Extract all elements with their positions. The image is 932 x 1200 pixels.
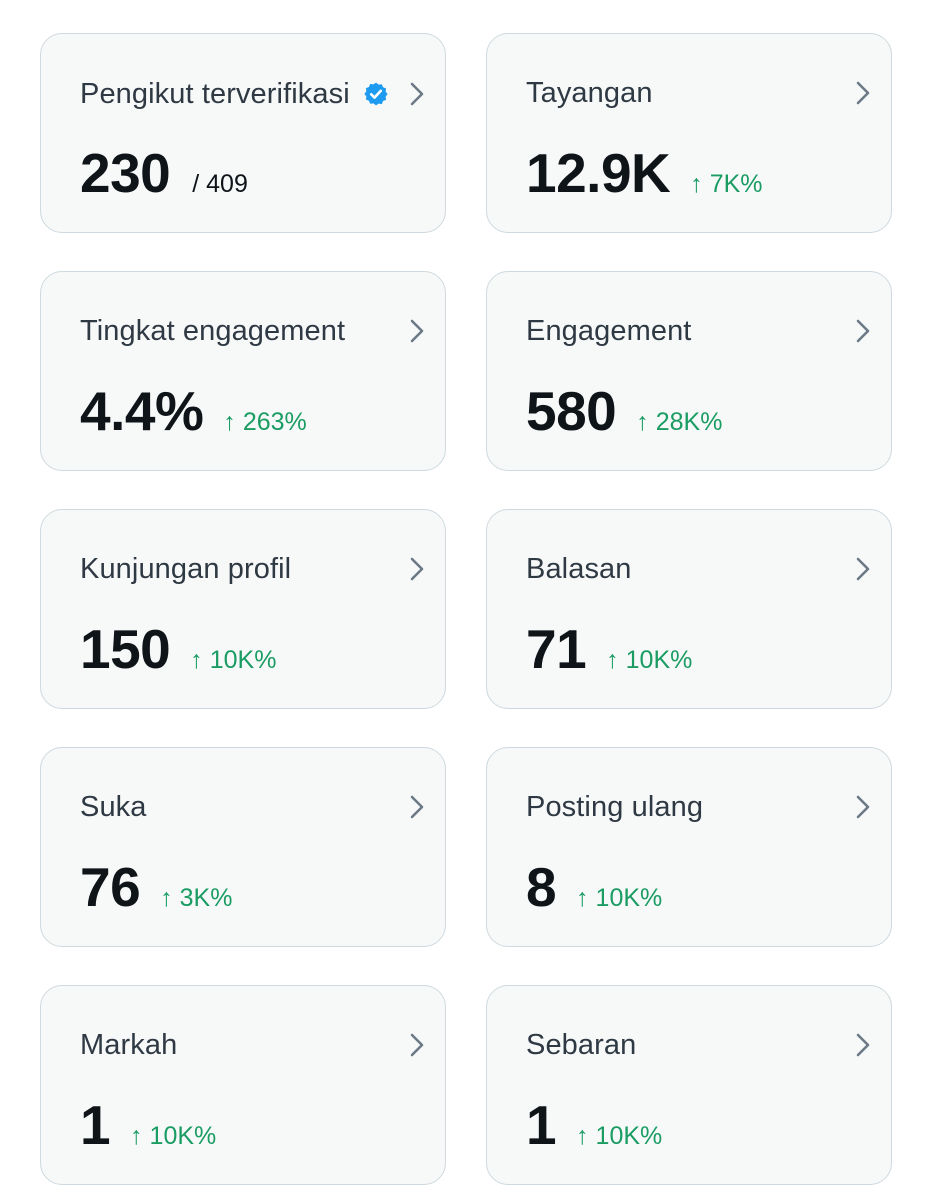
chevron-right-icon[interactable] (409, 556, 425, 582)
metric-title: Posting ulang (526, 791, 704, 823)
metric-card-likes[interactable]: Suka 76 ↑ 3K% (40, 747, 446, 947)
chevron-right-icon[interactable] (855, 794, 871, 820)
metric-delta: ↑ 10K% (576, 1122, 663, 1150)
metric-title: Pengikut terverifikasi (80, 78, 350, 110)
metric-card-replies[interactable]: Balasan 71 ↑ 10K% (486, 509, 892, 709)
metric-card-profile-visits[interactable]: Kunjungan profil 150 ↑ 10K% (40, 509, 446, 709)
chevron-right-icon[interactable] (855, 318, 871, 344)
metric-delta: ↑ 28K% (636, 408, 723, 436)
card-header: Engagement (526, 272, 873, 390)
metric-card-impressions[interactable]: Tayangan 12.9K ↑ 7K% (486, 33, 892, 233)
card-header: Suka (80, 748, 427, 866)
card-header: Tayangan (526, 34, 873, 152)
metric-value-row: 71 ↑ 10K% (526, 617, 692, 681)
metric-delta: ↑ 3K% (160, 884, 233, 912)
metric-value-row: 1 ↑ 10K% (80, 1093, 216, 1157)
chevron-right-icon[interactable] (855, 1032, 871, 1058)
metric-delta: ↑ 10K% (606, 646, 693, 674)
chevron-right-icon[interactable] (409, 318, 425, 344)
metric-title: Markah (80, 1029, 178, 1061)
metric-value: 8 (526, 856, 557, 918)
metric-card-engagement-rate[interactable]: Tingkat engagement 4.4% ↑ 263% (40, 271, 446, 471)
chevron-right-icon[interactable] (855, 556, 871, 582)
metric-value: 4.4% (80, 380, 204, 442)
metric-title: Sebaran (526, 1029, 637, 1061)
card-header: Kunjungan profil (80, 510, 427, 628)
metric-value-row: 8 ↑ 10K% (526, 855, 662, 919)
metric-delta: ↑ 10K% (576, 884, 663, 912)
metric-title: Tingkat engagement (80, 315, 346, 347)
metric-value: 76 (80, 856, 141, 918)
metric-card-verified-followers[interactable]: Pengikut terverifikasi 230 / 409 (40, 33, 446, 233)
metric-card-bookmarks[interactable]: Markah 1 ↑ 10K% (40, 985, 446, 1185)
metric-total: / 409 (192, 170, 248, 198)
card-header: Sebaran (526, 986, 873, 1104)
metric-value: 1 (80, 1094, 111, 1156)
metric-value-row: 4.4% ↑ 263% (80, 379, 307, 443)
metric-value: 1 (526, 1094, 557, 1156)
verified-badge-icon (364, 82, 388, 106)
card-header: Markah (80, 986, 427, 1104)
card-header: Pengikut terverifikasi (80, 34, 427, 154)
chevron-right-icon[interactable] (409, 1032, 425, 1058)
metric-delta: ↑ 7K% (690, 170, 763, 198)
card-header: Balasan (526, 510, 873, 628)
metric-value: 71 (526, 618, 587, 680)
metric-title: Balasan (526, 553, 632, 585)
metric-delta: ↑ 10K% (190, 646, 277, 674)
metric-value-row: 150 ↑ 10K% (80, 617, 276, 681)
metric-title: Kunjungan profil (80, 553, 292, 585)
metric-value-row: 12.9K ↑ 7K% (526, 141, 763, 205)
metric-title: Engagement (526, 315, 692, 347)
metric-card-engagements[interactable]: Engagement 580 ↑ 28K% (486, 271, 892, 471)
metric-title: Suka (80, 791, 147, 823)
card-header: Tingkat engagement (80, 272, 427, 390)
metric-value: 230 (80, 142, 171, 204)
metric-delta: ↑ 10K% (130, 1122, 217, 1150)
metric-value: 150 (80, 618, 171, 680)
metric-title: Tayangan (526, 77, 653, 109)
metric-value-row: 76 ↑ 3K% (80, 855, 232, 919)
chevron-right-icon[interactable] (409, 794, 425, 820)
metric-value: 580 (526, 380, 617, 442)
card-header: Posting ulang (526, 748, 873, 866)
chevron-right-icon[interactable] (409, 81, 425, 107)
chevron-right-icon[interactable] (855, 80, 871, 106)
metric-value-row: 580 ↑ 28K% (526, 379, 722, 443)
metric-card-shares[interactable]: Sebaran 1 ↑ 10K% (486, 985, 892, 1185)
metric-card-reposts[interactable]: Posting ulang 8 ↑ 10K% (486, 747, 892, 947)
metric-value-row: 1 ↑ 10K% (526, 1093, 662, 1157)
metric-value: 12.9K (526, 142, 671, 204)
metrics-grid: Pengikut terverifikasi 230 / 409 Tayanga… (40, 33, 892, 1185)
metric-value-row: 230 / 409 (80, 141, 248, 205)
metric-delta: ↑ 263% (223, 408, 307, 436)
